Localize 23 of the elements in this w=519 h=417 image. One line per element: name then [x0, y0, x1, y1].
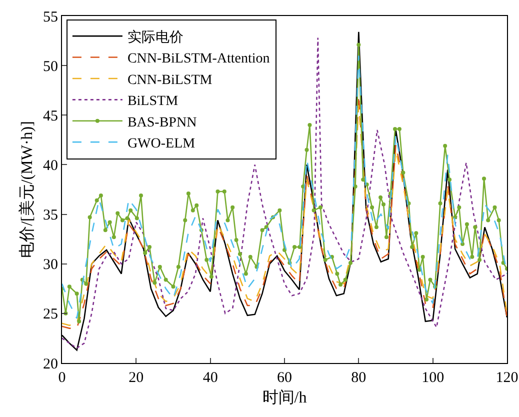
y-tick-label: 30 [43, 257, 58, 274]
y-tick-label: 20 [43, 356, 58, 372]
x-tick-label: 40 [202, 370, 218, 386]
x-tick-label: 0 [58, 370, 66, 386]
legend-label: GWO-ELM [127, 136, 196, 152]
legend-label: BiLSTM [127, 94, 179, 110]
y-tick-label: 50 [43, 58, 58, 75]
legend-label: BAS-BPNN [127, 115, 197, 130]
x-tick-label: 100 [422, 370, 444, 386]
legend-label: 实际电价 [127, 30, 184, 46]
x-tick-label: 80 [351, 370, 366, 386]
y-tick-label: 35 [43, 208, 58, 224]
x-tick-label: 20 [128, 370, 144, 386]
y-tick-label: 25 [43, 306, 58, 323]
x-tick-label: 120 [496, 370, 518, 386]
x-tick-label: 60 [277, 370, 292, 386]
y-tick-label: 45 [43, 108, 58, 124]
y-axis-title: 电价/[美元/(MW·h)] [18, 121, 36, 258]
x-axis-title: 时间/h [262, 388, 307, 407]
legend-label: CNN-BiLSTM-Attention [127, 52, 270, 67]
legend-label: CNN-BiLSTM [127, 72, 213, 88]
y-tick-label: 55 [43, 9, 58, 26]
y-tick-label: 40 [43, 158, 58, 174]
